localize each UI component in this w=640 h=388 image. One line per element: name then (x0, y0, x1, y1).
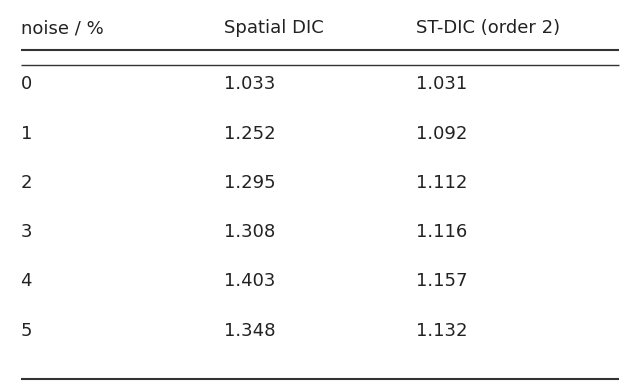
Text: 1.252: 1.252 (225, 125, 276, 142)
Text: 1.112: 1.112 (415, 174, 467, 192)
Text: 1.033: 1.033 (225, 75, 276, 93)
Text: 0: 0 (20, 75, 32, 93)
Text: 1.031: 1.031 (415, 75, 467, 93)
Text: 1.308: 1.308 (225, 223, 276, 241)
Text: 5: 5 (20, 322, 32, 340)
Text: 1: 1 (20, 125, 32, 142)
Text: 1.403: 1.403 (225, 272, 276, 291)
Text: 1.116: 1.116 (415, 223, 467, 241)
Text: 1.295: 1.295 (225, 174, 276, 192)
Text: noise / %: noise / % (20, 19, 103, 37)
Text: 2: 2 (20, 174, 32, 192)
Text: 1.132: 1.132 (415, 322, 467, 340)
Text: ST-DIC (order 2): ST-DIC (order 2) (415, 19, 560, 37)
Text: 1.348: 1.348 (225, 322, 276, 340)
Text: 1.092: 1.092 (415, 125, 467, 142)
Text: 4: 4 (20, 272, 32, 291)
Text: 3: 3 (20, 223, 32, 241)
Text: 1.157: 1.157 (415, 272, 467, 291)
Text: Spatial DIC: Spatial DIC (225, 19, 324, 37)
